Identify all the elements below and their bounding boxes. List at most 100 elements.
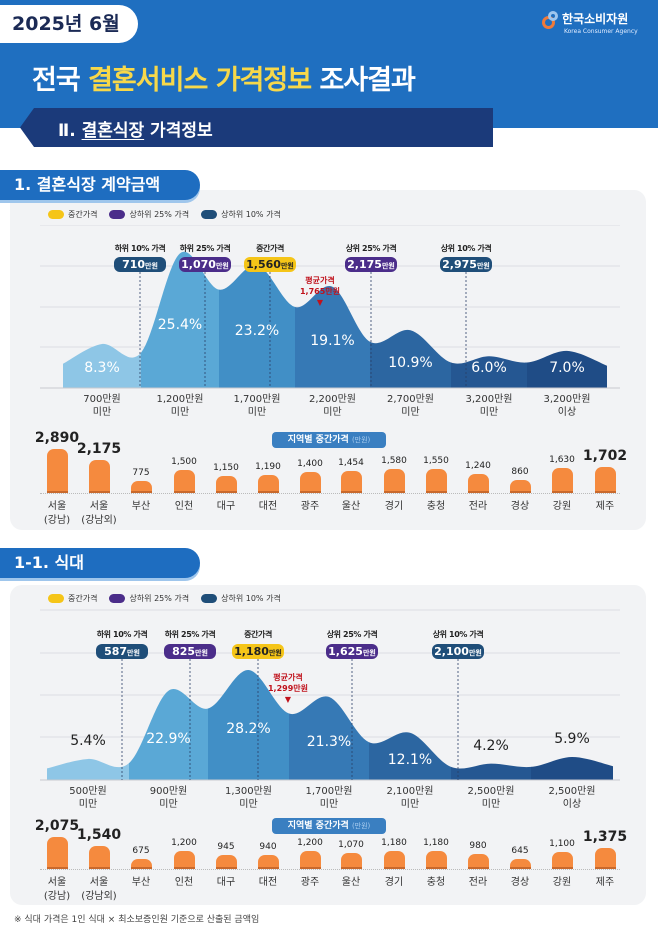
bar-value-label: 645 [511,846,529,857]
marker-unit: 만원 [468,649,482,657]
date-badge: 2025년 6월 [0,5,138,43]
marker-value: 2,100 [434,645,469,658]
marker-value-pill: 1,560만원 [244,257,296,272]
legend-item: 중간가격 [48,209,97,220]
section-banner: Ⅱ. 결혼식장 가격정보 [20,108,493,147]
marker-value-pill: 1,180만원 [232,644,284,659]
region-label: 울산 [341,877,361,888]
legend: 중간가격 상하위 25% 가격 상하위 10% 가격 [48,209,281,220]
section-title-venue: 1. 결혼식장 계약금액 [0,170,200,200]
bar [552,852,573,869]
bar [300,471,321,493]
marker-label: 상위 10% 가격 [432,630,484,639]
percent-label: 6.0% [471,360,507,376]
bar-value-label: 1,630 [549,455,575,466]
category-label: 2,200만원 미만 [308,394,357,418]
marker-value: 587 [104,645,128,658]
legend-label: 상하위 25% 가격 [129,210,190,219]
regional-title-unit: (만원) [351,822,371,830]
price-distribution-chart: 8.3% 700만원 미만 25.4% 1,200만원 미만 23.2% 1,700만원 … [0,225,658,425]
regional-title-text: 지역별 중간가격 [287,821,349,831]
percent-label: 21.3% [306,734,352,751]
region-label: 제주 [595,501,615,512]
region-label: 대전 [258,877,278,888]
legend-swatch [109,210,126,219]
legend-item: 상하위 25% 가격 [109,209,189,220]
bar [131,858,152,869]
marker-unit: 만원 [381,262,395,270]
region-label: 광주 [300,501,320,512]
category-label: 900만원 미만 [149,786,188,810]
area-chart-svg [40,225,620,389]
area-segment [370,330,452,388]
marker-value: 2,975 [442,258,477,271]
category-label: 3,200만원 이상 [543,394,591,418]
bar-value-label: 1,375 [582,829,628,846]
region-label: 경기 [384,877,404,888]
bar [89,459,110,493]
area-segment [47,758,130,780]
average-triangle-icon: ▼ [284,695,292,704]
area-segment [531,756,613,780]
bar-value-label: 2,890 [34,430,80,447]
region-label: 제주 [595,877,615,888]
bar-value-label: 1,550 [423,456,449,467]
marker-value-pill: 2,975만원 [440,257,492,272]
bar-value-label: 1,180 [381,838,407,849]
bar-value-label: 1,500 [171,457,197,468]
bar [174,850,195,869]
legend-label: 상하위 10% 가격 [221,594,281,603]
logo-icon-ring [548,11,558,21]
bar-value-label: 945 [217,841,235,852]
bar-value-label: 2,075 [34,818,80,835]
page-title: 전국 결혼서비스 가격정보 조사결과 [32,58,416,97]
bar [468,854,489,869]
region-label: 전라 [468,501,488,512]
legend-item: 상하위 10% 가격 [201,593,281,604]
legend-item: 상하위 10% 가격 [201,209,281,220]
title-prefix: 전국 [32,65,89,96]
bar-value-label: 1,454 [338,457,364,468]
bar-value-label: 1,540 [76,826,122,843]
area-segment [289,696,370,780]
region-label: 경상 [510,501,530,512]
percent-label: 5.9% [554,730,590,747]
region-label: 대구 [216,501,236,512]
area-segment [219,265,296,388]
bar [47,449,68,493]
marker-value-pill: 825만원 [164,644,216,659]
marker-value-pill: 1,625만원 [326,644,378,659]
bar [552,468,573,493]
region-label: 부산 [131,501,151,512]
area-segment [527,350,607,388]
regional-title-text: 지역별 중간가격 [287,435,349,445]
marker-label: 중간가격 [244,630,272,639]
marker-label: 하위 25% 가격 [164,630,216,639]
bar [89,845,110,869]
bar-value-label: 675 [132,845,150,856]
bar [595,848,616,869]
region-label: 서울 (강남외) [81,877,117,902]
marker-unit: 만원 [215,262,229,270]
category-label: 1,700만원 미만 [305,786,353,810]
legend-swatch [109,594,126,603]
bar [341,470,362,493]
marker-value-pill: 710만원 [114,257,166,272]
legend-swatch [48,210,64,219]
region-label: 광주 [300,877,320,888]
category-label: 1,200만원 미만 [156,394,204,418]
region-label: 인천 [174,501,194,512]
region-label: 충청 [426,877,446,888]
percent-label: 12.1% [387,752,433,768]
marker-label: 상위 10% 가격 [440,244,492,253]
bar-value-label: 1,702 [582,448,628,465]
region-label: 충청 [426,501,446,512]
region-label: 부산 [131,877,151,888]
bar-value-label: 980 [469,841,487,852]
percent-label: 10.9% [388,355,433,372]
legend-swatch [48,594,64,603]
marker-unit: 만원 [362,649,376,657]
average-triangle-icon: ▼ [316,298,324,307]
marker-value: 2,175 [347,258,382,271]
bar [216,475,237,493]
